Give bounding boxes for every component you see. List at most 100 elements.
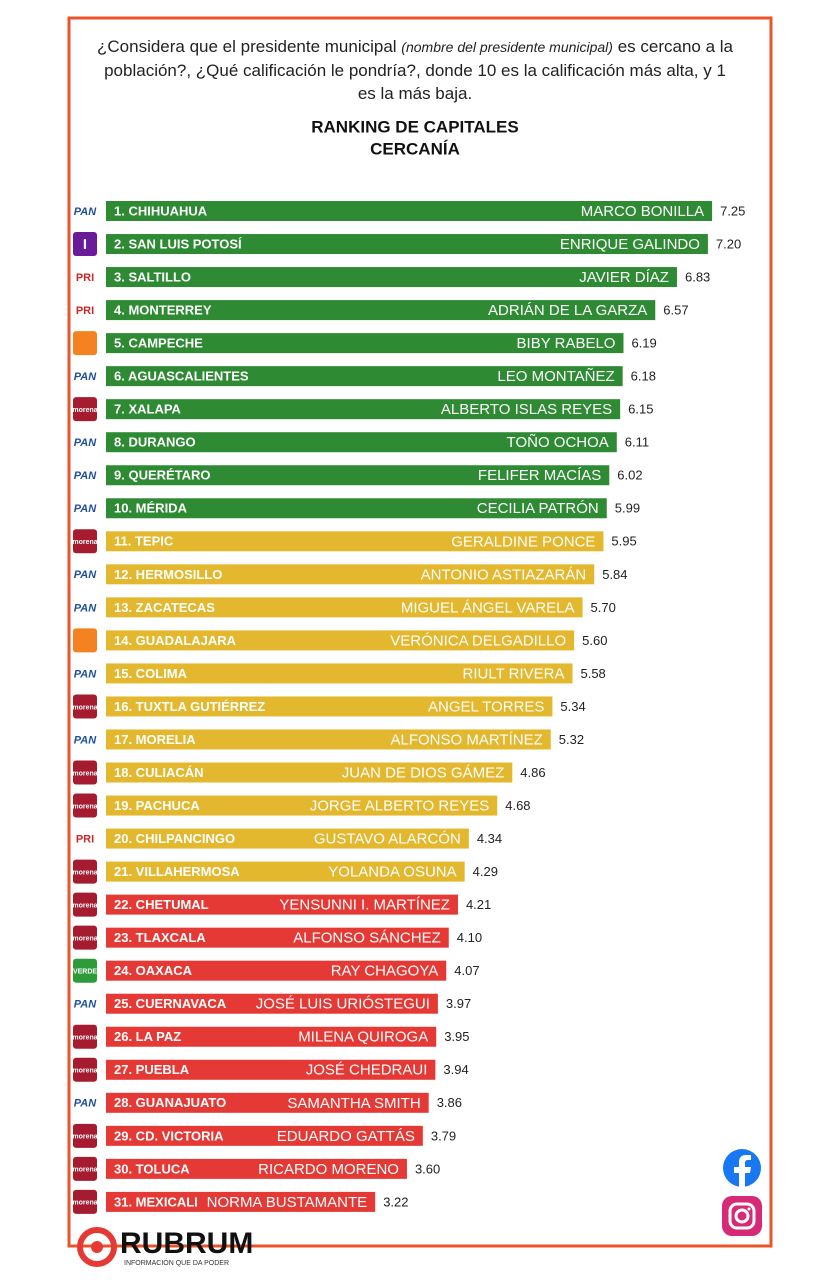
party-logo: [73, 463, 97, 488]
party-label: morena: [72, 869, 97, 876]
value-label: 6.19: [631, 336, 656, 351]
category-label: 24. OAXACA: [114, 963, 193, 978]
name-label: JUAN DE DIOS GÁMEZ: [342, 764, 505, 781]
party-label: morena: [72, 936, 97, 943]
name-label: CECILIA PATRÓN: [477, 500, 599, 517]
facebook-icon[interactable]: [723, 1149, 761, 1187]
value-label: 4.34: [477, 831, 502, 846]
value-label: 6.18: [631, 369, 656, 384]
name-label: GERALDINE PONCE: [451, 533, 595, 550]
party-label: morena: [72, 770, 97, 777]
party-logo: [73, 826, 97, 851]
bar: [106, 1026, 437, 1047]
question-text: ¿Considera que el presidente municipal: [97, 37, 402, 56]
chart-title: RANKING DE CAPITALES: [311, 117, 518, 136]
name-label: MIGUEL ÁNGEL VARELA: [401, 599, 575, 616]
bar: [106, 333, 624, 354]
value-label: 7.20: [716, 236, 741, 251]
instagram-icon[interactable]: [722, 1196, 762, 1236]
party-logo: [73, 397, 97, 422]
name-label: EDUARDO GATTÁS: [277, 1128, 415, 1145]
bar: [106, 498, 607, 519]
name-label: ANGEL TORRES: [428, 698, 544, 715]
party-label: morena: [72, 1035, 97, 1042]
name-label: ALFONSO MARTÍNEZ: [391, 731, 543, 748]
brand: RUBRUM: [120, 1227, 253, 1260]
name-label: RICARDO MORENO: [258, 1161, 399, 1178]
question-note: (nombre del presidente municipal): [401, 39, 613, 55]
party-logo: [73, 628, 97, 653]
bar: [106, 399, 621, 420]
name-label: JORGE ALBERTO REYES: [310, 798, 490, 815]
bar: [106, 993, 438, 1014]
category-label: 1. CHIHUAHUA: [114, 203, 208, 218]
party-logo: [73, 661, 97, 686]
value-label: 3.97: [446, 996, 471, 1011]
name-label: YENSUNNI I. MARTÍNEZ: [279, 897, 450, 914]
party-label: PAN: [74, 437, 97, 449]
party-logo: [73, 925, 97, 950]
party-logo: [73, 1123, 97, 1148]
value-label: 3.22: [383, 1194, 408, 1209]
value-label: 3.79: [431, 1128, 456, 1143]
party-logo: [73, 1189, 97, 1214]
category-label: 4. MONTERREY: [114, 303, 212, 318]
value-label: 3.86: [437, 1095, 462, 1110]
party-logo: [73, 595, 97, 620]
value-label: 7.25: [720, 203, 745, 218]
bar: [106, 828, 469, 849]
party-label: PAN: [74, 668, 97, 680]
name-label: MARCO BONILLA: [581, 203, 704, 220]
value-label: 4.29: [473, 864, 498, 879]
party-logo: [73, 1057, 97, 1082]
value-label: 4.68: [505, 798, 530, 813]
frame: [67, 16, 773, 1248]
party-logo: [73, 496, 97, 521]
bar: [106, 663, 573, 684]
party-logo: [73, 991, 97, 1016]
party-logo: [73, 859, 97, 884]
category-label: 16. TUXTLA GUTIÉRREZ: [114, 699, 265, 714]
party-label: morena: [72, 1200, 97, 1207]
bar: [106, 597, 583, 618]
bar: [106, 234, 708, 255]
party-label: morena: [72, 803, 97, 810]
party-label: PAN: [74, 371, 97, 383]
name-label: RIULT RIVERA: [463, 665, 565, 682]
name-label: JAVIER DÍAZ: [579, 269, 669, 286]
party-label: morena: [72, 1167, 97, 1174]
bar: [106, 696, 553, 717]
category-label: 28. GUANAJUATO: [114, 1095, 226, 1110]
party-label: VERDE: [73, 969, 97, 976]
party-logo: [73, 892, 97, 917]
party-label: PAN: [74, 470, 97, 482]
party-label: PRI: [76, 305, 94, 317]
party-logo: [73, 298, 97, 323]
party-label: morena: [72, 902, 97, 909]
party-label: PRI: [76, 833, 94, 845]
value-label: 3.95: [444, 1029, 469, 1044]
bar: [106, 1092, 429, 1113]
value-label: 3.94: [443, 1062, 468, 1077]
category-label: 15. COLIMA: [114, 666, 188, 681]
bar: [106, 1191, 376, 1212]
party-logo: [73, 1024, 97, 1049]
party-label: PAN: [74, 1098, 97, 1110]
name-label: MILENA QUIROGA: [298, 1029, 428, 1046]
value-label: 5.99: [615, 501, 640, 516]
name-label: VERÓNICA DELGADILLO: [390, 632, 566, 649]
party-logo: [73, 694, 97, 719]
value-label: 5.58: [580, 666, 605, 681]
value-label: 6.11: [625, 435, 649, 450]
value-label: 4.86: [520, 765, 545, 780]
value-label: 4.07: [454, 963, 479, 978]
bar: [106, 894, 458, 915]
category-label: 29. CD. VICTORIA: [114, 1128, 224, 1143]
value-label: 5.70: [591, 600, 616, 615]
category-label: 31. MEXICALI: [114, 1194, 198, 1209]
name-label: NORMA BUSTAMANTE: [207, 1194, 368, 1211]
party-label: PAN: [74, 999, 97, 1011]
bar: [106, 729, 551, 750]
category-label: 25. CUERNAVACA: [114, 996, 227, 1011]
category-label: 7. XALAPA: [114, 402, 182, 417]
